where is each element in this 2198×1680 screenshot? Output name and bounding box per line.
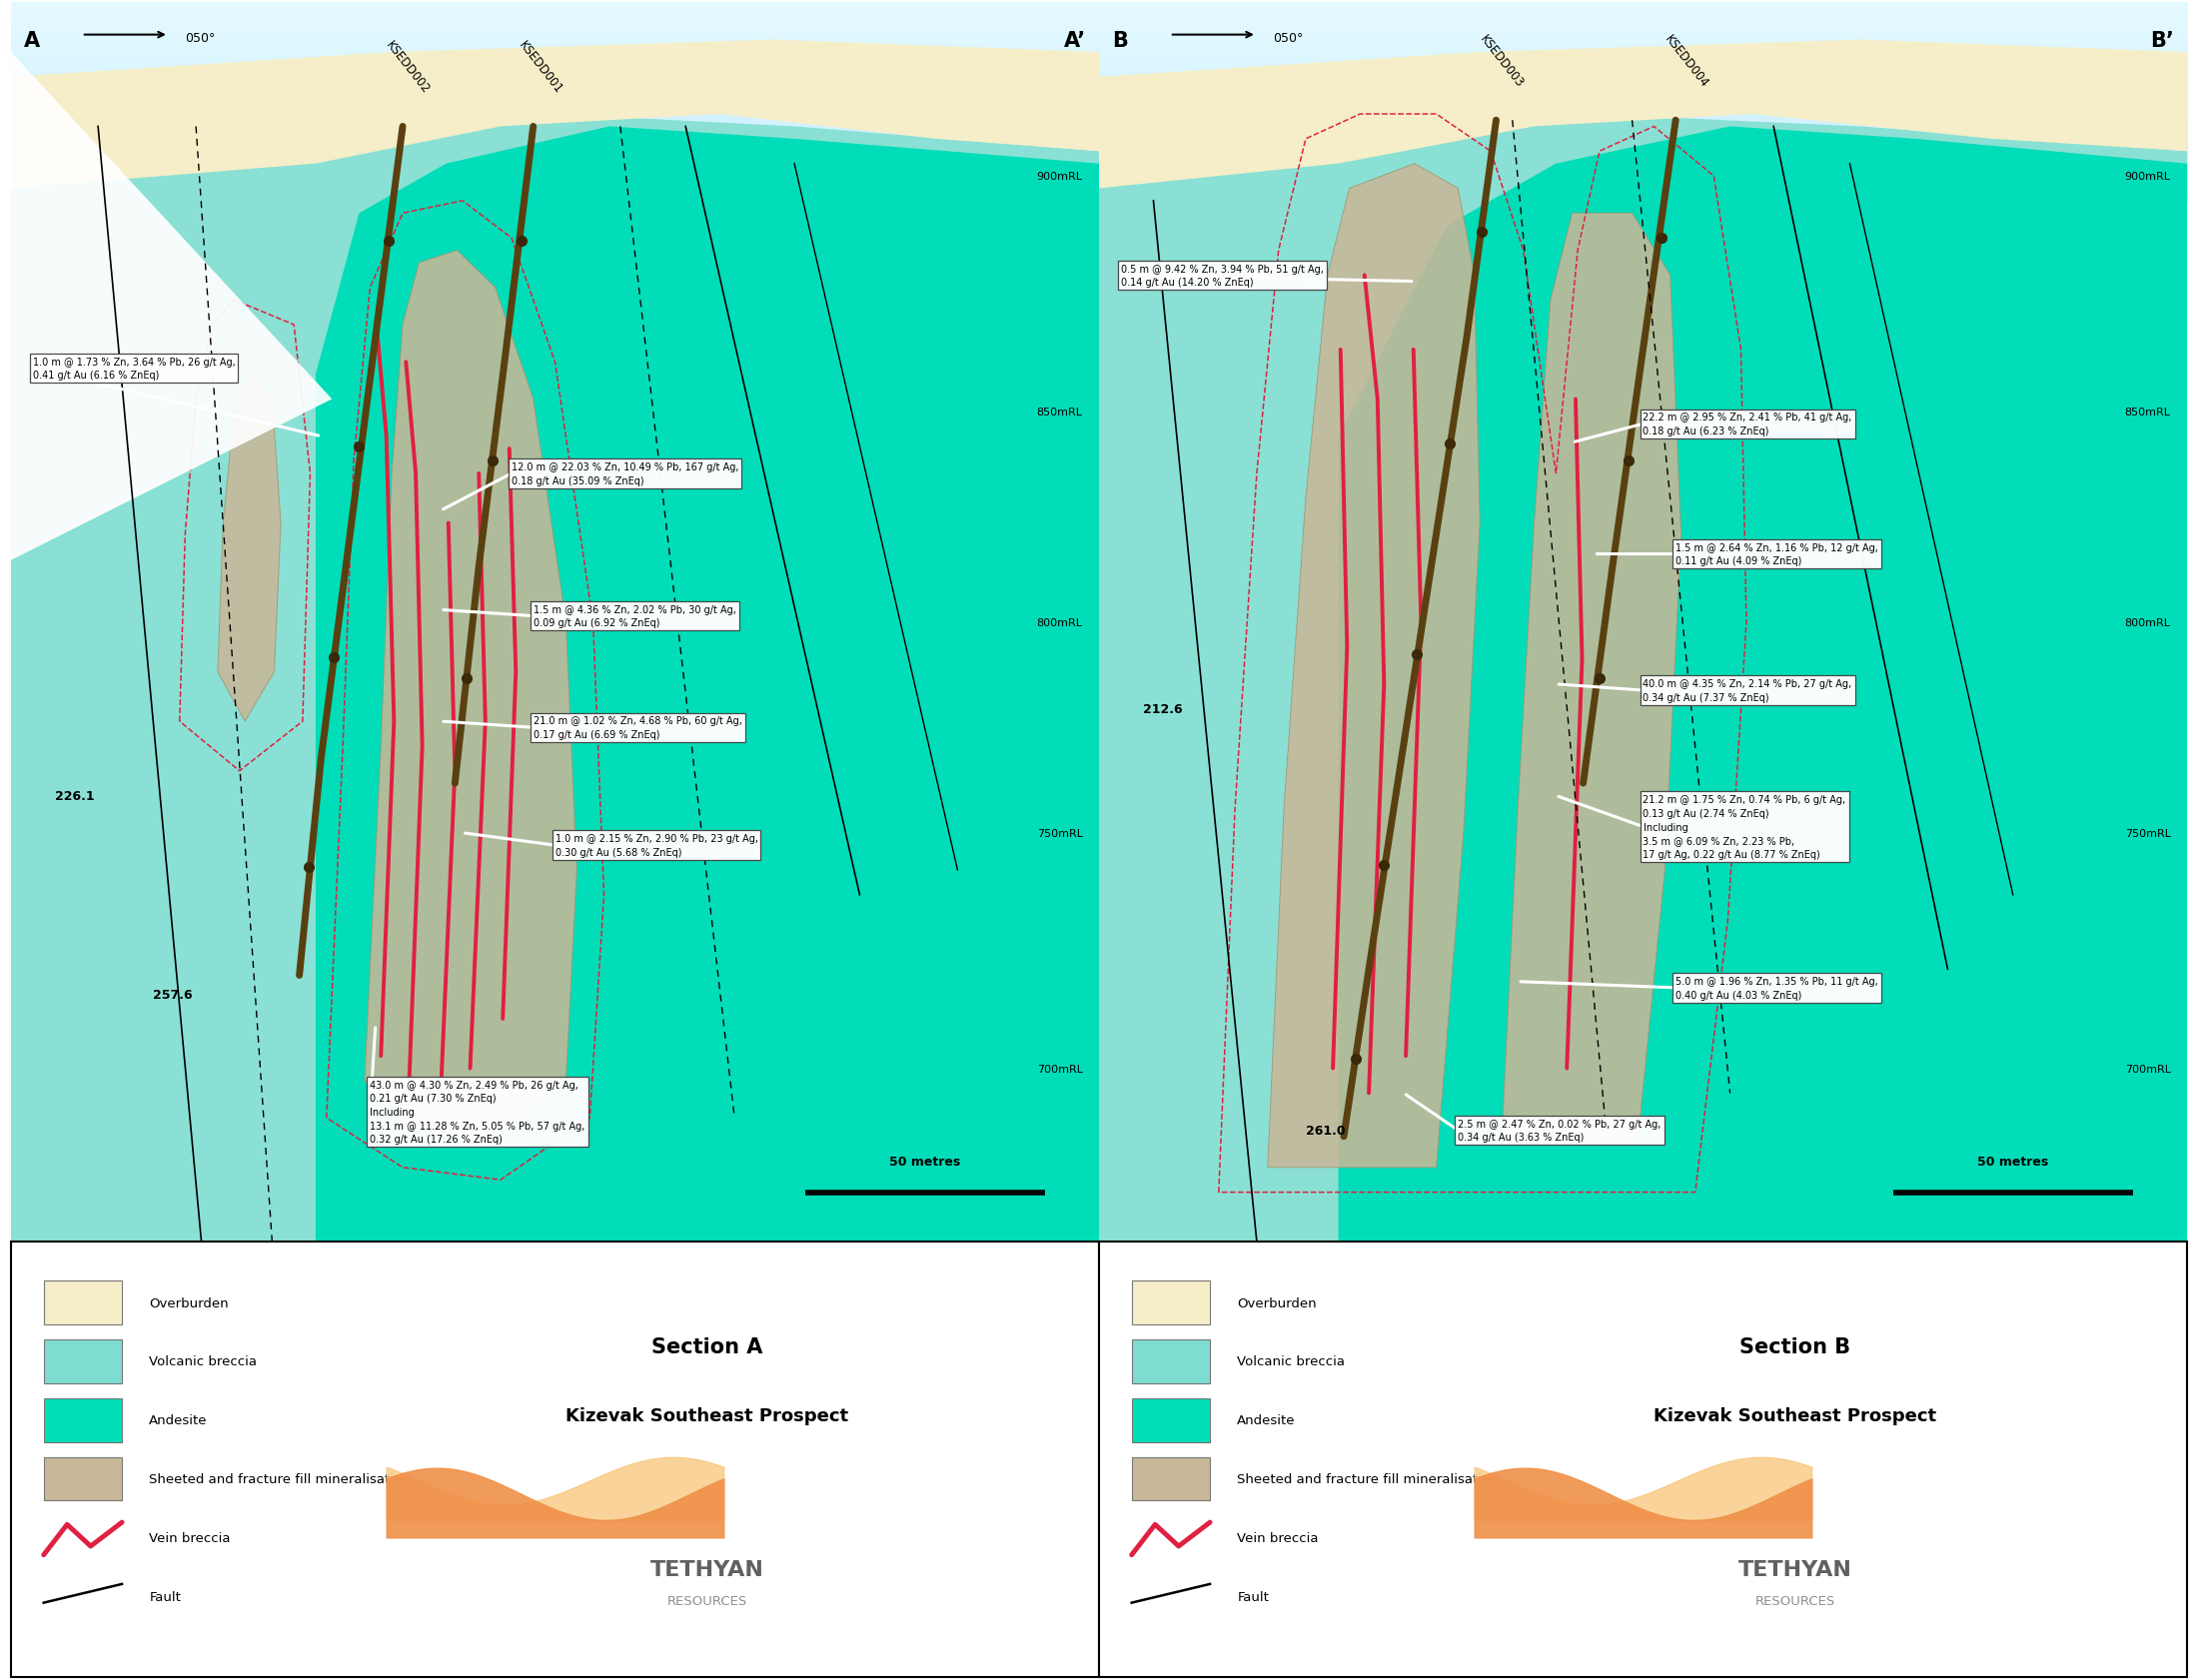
Text: 700mRL: 700mRL [2125,1063,2172,1074]
Text: TETHYAN: TETHYAN [1739,1559,1853,1579]
Text: Andesite: Andesite [1237,1415,1295,1426]
Polygon shape [11,52,332,561]
FancyBboxPatch shape [11,1242,1099,1677]
Polygon shape [1339,128,2187,1242]
Text: 12.0 m @ 22.03 % Zn, 10.49 % Pb, 167 g/t Ag,
0.18 g/t Au (35.09 % ZnEq): 12.0 m @ 22.03 % Zn, 10.49 % Pb, 167 g/t… [512,462,739,486]
Text: Vein breccia: Vein breccia [1237,1530,1319,1544]
Text: 800mRL: 800mRL [2125,618,2172,628]
Text: Volcanic breccia: Volcanic breccia [149,1356,257,1368]
FancyBboxPatch shape [44,1341,121,1383]
FancyBboxPatch shape [44,1457,121,1500]
Polygon shape [1268,165,1479,1168]
Polygon shape [317,128,1099,1242]
Text: Overburden: Overburden [1237,1297,1317,1309]
Text: Section B: Section B [1741,1336,1851,1356]
Text: Volcanic breccia: Volcanic breccia [1237,1356,1345,1368]
Text: 1.5 m @ 4.36 % Zn, 2.02 % Pb, 30 g/t Ag,
0.09 g/t Au (6.92 % ZnEq): 1.5 m @ 4.36 % Zn, 2.02 % Pb, 30 g/t Ag,… [534,605,736,628]
Text: 050°: 050° [185,32,215,45]
Text: 1.0 m @ 2.15 % Zn, 2.90 % Pb, 23 g/t Ag,
0.30 g/t Au (5.68 % ZnEq): 1.0 m @ 2.15 % Zn, 2.90 % Pb, 23 g/t Ag,… [554,833,758,857]
Text: 050°: 050° [1273,32,1303,45]
Text: KSEDD004: KSEDD004 [1662,32,1710,91]
Polygon shape [1099,114,2187,1242]
FancyBboxPatch shape [1132,1457,1209,1500]
Text: 226.1: 226.1 [55,790,95,803]
Text: 22.2 m @ 2.95 % Zn, 2.41 % Pb, 41 g/t Ag,
0.18 g/t Au (6.23 % ZnEq): 22.2 m @ 2.95 % Zn, 2.41 % Pb, 41 g/t Ag… [1644,413,1853,437]
Text: A’: A’ [1064,30,1086,50]
FancyBboxPatch shape [1132,1282,1209,1324]
Text: Overburden: Overburden [149,1297,229,1309]
Polygon shape [1099,40,2187,190]
Text: 5.0 m @ 1.96 % Zn, 1.35 % Pb, 11 g/t Ag,
0.40 g/t Au (4.03 % ZnEq): 5.0 m @ 1.96 % Zn, 1.35 % Pb, 11 g/t Ag,… [1675,976,1879,1000]
Text: Kizevak Southeast Prospect: Kizevak Southeast Prospect [565,1406,848,1425]
Text: Fault: Fault [1237,1589,1268,1603]
Text: RESOURCES: RESOURCES [1756,1594,1835,1608]
FancyBboxPatch shape [44,1282,121,1324]
Text: 1.5 m @ 2.64 % Zn, 1.16 % Pb, 12 g/t Ag,
0.11 g/t Au (4.09 % ZnEq): 1.5 m @ 2.64 % Zn, 1.16 % Pb, 12 g/t Ag,… [1675,543,1879,566]
Polygon shape [1501,213,1681,1142]
Polygon shape [365,250,576,1142]
Text: 40.0 m @ 4.35 % Zn, 2.14 % Pb, 27 g/t Ag,
0.34 g/t Au (7.37 % ZnEq): 40.0 m @ 4.35 % Zn, 2.14 % Pb, 27 g/t Ag… [1644,679,1853,702]
Polygon shape [11,114,1099,1242]
Text: 2.5 m @ 2.47 % Zn, 0.02 % Pb, 27 g/t Ag,
0.34 g/t Au (3.63 % ZnEq): 2.5 m @ 2.47 % Zn, 0.02 % Pb, 27 g/t Ag,… [1457,1119,1662,1142]
Text: KSEDD002: KSEDD002 [385,39,433,96]
Text: 850mRL: 850mRL [2125,407,2172,417]
FancyBboxPatch shape [1132,1398,1209,1441]
Text: Fault: Fault [149,1589,180,1603]
Text: 212.6: 212.6 [1143,702,1183,716]
Polygon shape [218,375,281,722]
Text: TETHYAN: TETHYAN [651,1559,765,1579]
Text: A: A [24,30,40,50]
FancyBboxPatch shape [44,1398,121,1441]
Text: 1.0 m @ 1.73 % Zn, 3.64 % Pb, 26 g/t Ag,
0.41 g/t Au (6.16 % ZnEq): 1.0 m @ 1.73 % Zn, 3.64 % Pb, 26 g/t Ag,… [33,356,235,381]
Text: B’: B’ [2150,30,2174,50]
Text: Section A: Section A [651,1336,763,1356]
Text: Sheeted and fracture fill mineralisation: Sheeted and fracture fill mineralisation [1237,1472,1499,1485]
Text: 800mRL: 800mRL [1037,618,1084,628]
Text: Vein breccia: Vein breccia [149,1530,231,1544]
Text: 900mRL: 900mRL [1037,171,1084,181]
Text: KSEDD001: KSEDD001 [517,39,565,96]
Text: 21.2 m @ 1.75 % Zn, 0.74 % Pb, 6 g/t Ag,
0.13 g/t Au (2.74 % ZnEq)
Including
3.5: 21.2 m @ 1.75 % Zn, 0.74 % Pb, 6 g/t Ag,… [1644,795,1846,858]
FancyBboxPatch shape [1099,1242,2187,1677]
Text: 700mRL: 700mRL [1037,1063,1084,1074]
Text: 257.6: 257.6 [152,988,191,1001]
Text: 750mRL: 750mRL [2125,828,2172,838]
Polygon shape [11,40,1099,190]
Text: 850mRL: 850mRL [1037,407,1084,417]
FancyBboxPatch shape [1132,1341,1209,1383]
Text: 0.5 m @ 9.42 % Zn, 3.94 % Pb, 51 g/t Ag,
0.14 g/t Au (14.20 % ZnEq): 0.5 m @ 9.42 % Zn, 3.94 % Pb, 51 g/t Ag,… [1121,264,1323,287]
Text: B: B [1112,30,1128,50]
Text: RESOURCES: RESOURCES [668,1594,747,1608]
Text: Andesite: Andesite [149,1415,207,1426]
Text: KSEDD003: KSEDD003 [1477,32,1525,91]
Text: Sheeted and fracture fill mineralisation: Sheeted and fracture fill mineralisation [149,1472,411,1485]
Text: 750mRL: 750mRL [1037,828,1084,838]
Text: 900mRL: 900mRL [2125,171,2172,181]
Text: 50 metres: 50 metres [890,1154,961,1168]
Text: Kizevak Southeast Prospect: Kizevak Southeast Prospect [1653,1406,1936,1425]
Text: 50 metres: 50 metres [1978,1154,2049,1168]
Text: 21.0 m @ 1.02 % Zn, 4.68 % Pb, 60 g/t Ag,
0.17 g/t Au (6.69 % ZnEq): 21.0 m @ 1.02 % Zn, 4.68 % Pb, 60 g/t Ag… [534,716,743,739]
Text: 43.0 m @ 4.30 % Zn, 2.49 % Pb, 26 g/t Ag,
0.21 g/t Au (7.30 % ZnEq)
Including
13: 43.0 m @ 4.30 % Zn, 2.49 % Pb, 26 g/t Ag… [369,1080,585,1144]
Text: 261.0: 261.0 [1306,1124,1345,1137]
